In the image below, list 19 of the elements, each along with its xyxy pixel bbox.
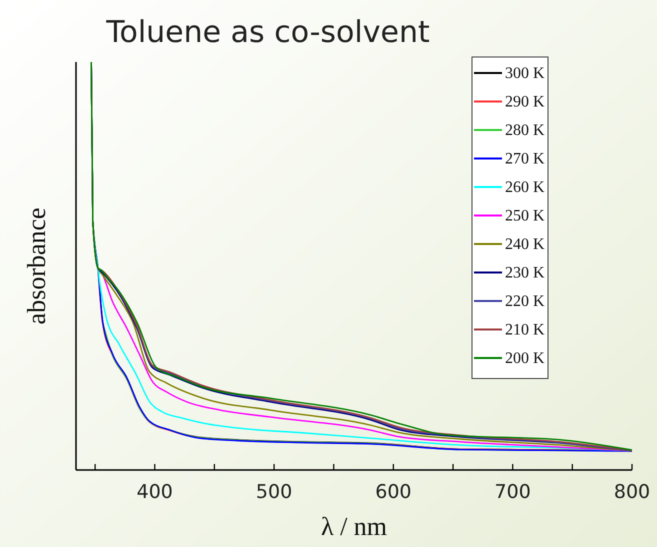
legend-label: 270 K bbox=[505, 150, 545, 168]
legend-label: 210 K bbox=[505, 322, 545, 338]
x-axis-title: λ / nm bbox=[320, 512, 388, 541]
x-tick-label: 600 bbox=[375, 481, 412, 503]
y-axis-title: absorbance bbox=[22, 208, 51, 324]
legend-label: 200 K bbox=[505, 350, 545, 367]
x-tick-label: 700 bbox=[494, 481, 531, 503]
x-tick-label: 500 bbox=[256, 481, 292, 503]
legend-label: 260 K bbox=[505, 179, 545, 196]
legend-label: 250 K bbox=[505, 208, 545, 224]
legend-label: 300 K bbox=[505, 65, 545, 82]
chart-title: Toluene as co-solvent bbox=[105, 15, 430, 50]
legend-label: 240 K bbox=[505, 236, 545, 253]
legend-label: 230 K bbox=[505, 264, 545, 282]
legend-label: 290 K bbox=[505, 94, 545, 110]
legend-label: 220 K bbox=[505, 293, 545, 310]
x-tick-label: 400 bbox=[136, 481, 173, 503]
x-tick-label: 800 bbox=[614, 481, 650, 503]
legend-label: 280 K bbox=[505, 122, 545, 139]
